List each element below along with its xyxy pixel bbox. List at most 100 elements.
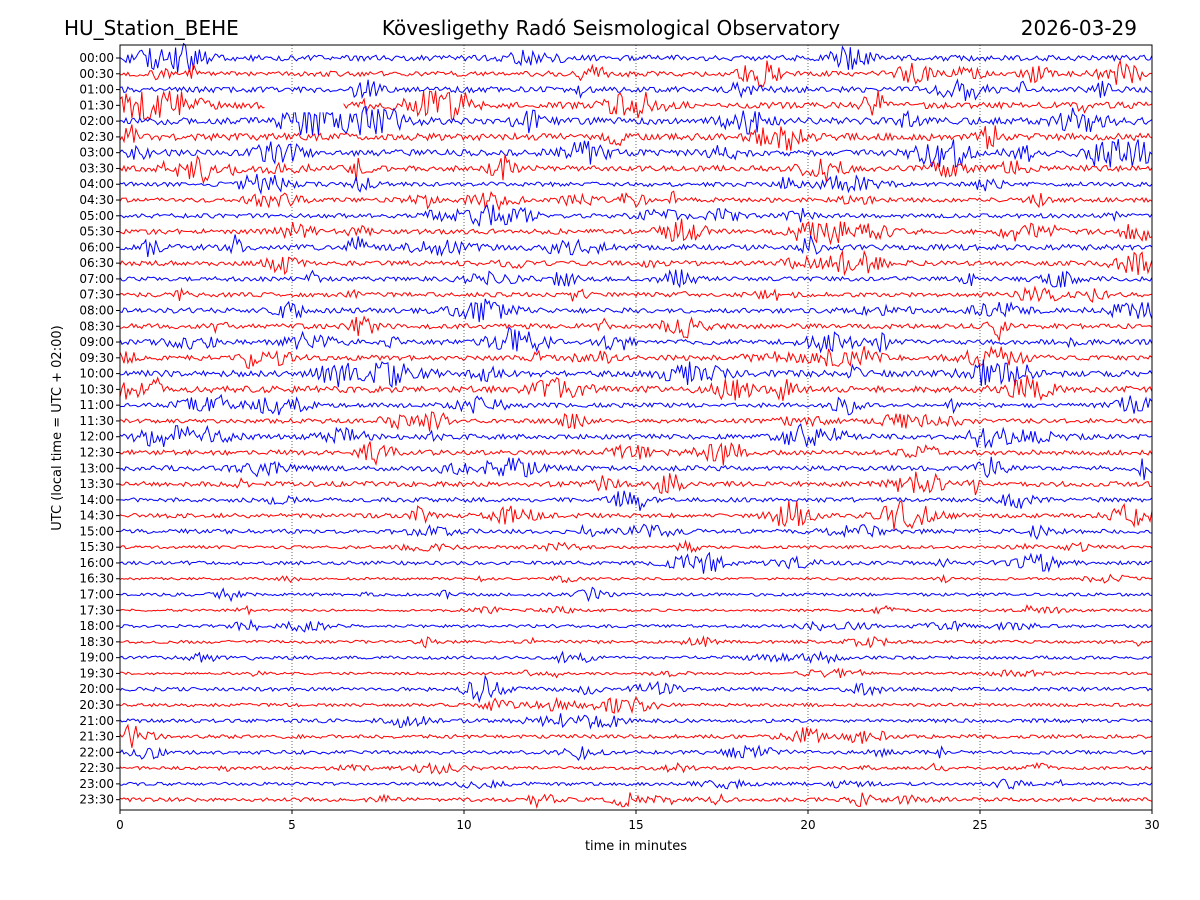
y-tick-label: 22:00 xyxy=(79,745,114,759)
y-tick-label: 10:30 xyxy=(79,382,114,396)
y-tick-label: 00:00 xyxy=(79,51,114,65)
trace-2100 xyxy=(119,713,1153,730)
trace-1600 xyxy=(119,551,1153,574)
y-tick-label: 16:00 xyxy=(79,556,114,570)
y-axis-label: UTC (local time = UTC + 02:00) xyxy=(50,325,65,530)
x-axis-ticks: 0 5 10 15 20 25 30 xyxy=(116,810,1160,832)
x-tick-label: 5 xyxy=(288,818,296,832)
data-gap xyxy=(264,94,344,113)
trace-2030 xyxy=(119,696,1153,715)
x-tick-label: 30 xyxy=(1144,818,1159,832)
trace-0700 xyxy=(119,269,1153,289)
trace-1430 xyxy=(119,500,1153,530)
trace-0030 xyxy=(120,59,1153,88)
trace-2130 xyxy=(119,723,1153,748)
trace-0930 xyxy=(119,345,1153,370)
y-tick-label: 12:00 xyxy=(79,430,114,444)
trace-0630 xyxy=(119,249,1153,277)
trace-0000 xyxy=(119,42,1153,73)
y-tick-label: 16:30 xyxy=(79,572,114,586)
y-tick-label: 15:00 xyxy=(79,524,114,538)
trace-1930 xyxy=(119,667,1153,679)
y-tick-label: 20:00 xyxy=(79,682,114,696)
y-tick-label: 22:30 xyxy=(79,761,114,775)
trace-1700 xyxy=(119,586,1153,603)
x-tick-label: 15 xyxy=(628,818,643,832)
y-tick-label: 04:00 xyxy=(79,177,114,191)
y-tick-label: 17:00 xyxy=(79,588,114,602)
y-tick-label: 23:00 xyxy=(79,777,114,791)
y-tick-label: 13:30 xyxy=(79,477,114,491)
trace-2200 xyxy=(119,744,1153,761)
y-tick-label: 12:30 xyxy=(79,446,114,460)
y-tick-label: 05:00 xyxy=(79,209,114,223)
trace-0400 xyxy=(119,173,1153,195)
trace-0530 xyxy=(119,218,1153,246)
trace-1900 xyxy=(119,650,1153,665)
trace-1630 xyxy=(119,573,1153,584)
station-name: HU_Station_BEHE xyxy=(64,16,239,40)
y-tick-label: 03:00 xyxy=(79,146,114,160)
y-tick-label: 11:00 xyxy=(79,398,114,412)
y-tick-label: 02:00 xyxy=(79,114,114,128)
trace-0230 xyxy=(119,124,1153,151)
trace-0730 xyxy=(119,285,1153,303)
y-tick-label: 02:30 xyxy=(79,130,114,144)
trace-0500 xyxy=(119,204,1153,227)
y-tick-label: 01:00 xyxy=(79,83,114,97)
y-tick-label: 18:30 xyxy=(79,635,114,649)
y-tick-label: 19:00 xyxy=(79,651,114,665)
x-tick-label: 0 xyxy=(116,818,124,832)
y-tick-label: 21:30 xyxy=(79,730,114,744)
y-tick-label: 01:30 xyxy=(79,98,114,112)
y-tick-label: 17:30 xyxy=(79,603,114,617)
y-tick-label: 18:00 xyxy=(79,619,114,633)
y-tick-label: 23:30 xyxy=(79,793,114,807)
trace-2230 xyxy=(119,761,1153,775)
y-tick-label: 11:30 xyxy=(79,414,114,428)
y-tick-label: 19:30 xyxy=(79,666,114,680)
trace-1100 xyxy=(119,393,1153,416)
y-tick-label: 06:00 xyxy=(79,240,114,254)
trace-1800 xyxy=(119,618,1153,633)
y-tick-label: 20:30 xyxy=(79,698,114,712)
y-tick-label: 14:00 xyxy=(79,493,114,507)
trace-0600 xyxy=(119,234,1153,258)
y-tick-label: 05:30 xyxy=(79,225,114,239)
y-tick-label: 07:00 xyxy=(79,272,114,286)
y-tick-label: 04:30 xyxy=(79,193,114,207)
grid-lines xyxy=(291,45,981,810)
y-tick-label: 09:30 xyxy=(79,351,114,365)
trace-0100 xyxy=(119,78,1153,101)
trace-1030 xyxy=(119,375,1153,401)
seismic-traces xyxy=(119,42,1153,810)
trace-1400 xyxy=(120,490,1153,511)
observatory-title: Kövesligethy Radó Seismological Observat… xyxy=(382,16,840,40)
y-tick-label: 03:30 xyxy=(79,161,114,175)
y-tick-label: 08:00 xyxy=(79,303,114,317)
plot-frame xyxy=(119,44,1153,811)
y-tick-label: 00:30 xyxy=(79,67,114,81)
y-tick-label: 06:30 xyxy=(79,256,114,270)
trace-1230 xyxy=(119,441,1153,467)
x-tick-label: 10 xyxy=(456,818,471,832)
trace-0300 xyxy=(119,139,1153,168)
trace-0830 xyxy=(119,315,1153,343)
trace-1500 xyxy=(119,523,1153,540)
trace-1000 xyxy=(120,359,1153,389)
trace-0900 xyxy=(119,326,1153,354)
trace-1300 xyxy=(119,456,1153,481)
trace-1530 xyxy=(119,539,1153,554)
x-tick-label: 25 xyxy=(972,818,987,832)
trace-0200 xyxy=(120,106,1153,136)
y-tick-label: 08:30 xyxy=(79,319,114,333)
y-tick-label: 10:00 xyxy=(79,367,114,381)
y-tick-label: 09:00 xyxy=(79,335,114,349)
trace-1830 xyxy=(119,635,1153,649)
trace-2330 xyxy=(119,792,1153,810)
trace-1330 xyxy=(119,471,1152,496)
trace-0430 xyxy=(119,190,1153,212)
chart-date: 2026-03-29 xyxy=(1021,16,1137,40)
